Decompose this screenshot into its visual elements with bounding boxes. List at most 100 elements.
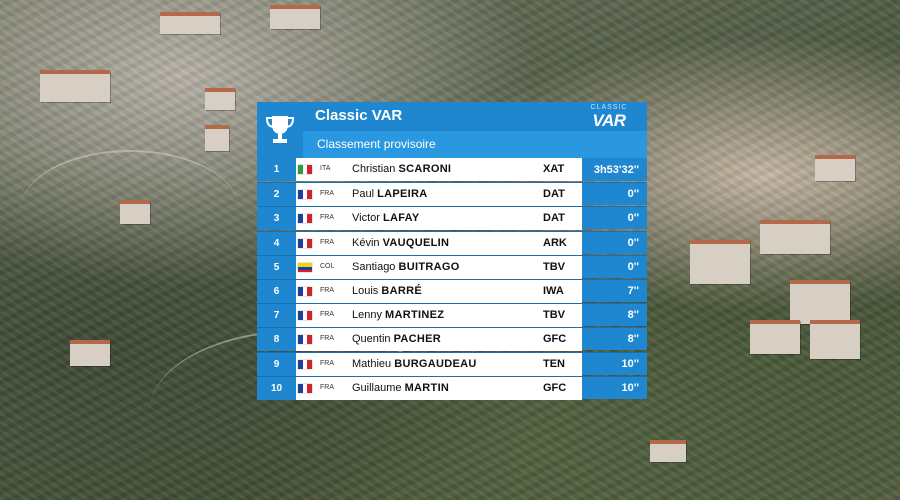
rider-cell: FRA Victor LAFAY DAT [296, 206, 582, 231]
rider-first-name: Louis [352, 284, 379, 297]
france-flag-icon [298, 335, 313, 345]
team-code: TEN [543, 357, 565, 370]
race-logo: CLASSIC VAR [581, 104, 637, 130]
building [790, 280, 850, 324]
time-gap: 0'' [582, 254, 647, 278]
team-code: ARK [543, 236, 567, 249]
standings-row: 2 FRA Paul LAPEIRA DAT 0'' [257, 182, 647, 207]
france-flag-icon [298, 286, 313, 296]
france-flag-icon [298, 190, 313, 200]
time-gap: 0'' [582, 206, 647, 230]
rider-last-name: VAUQUELIN [382, 236, 450, 249]
rider-name: Christian SCARONI [352, 163, 451, 175]
nationality-code: COL [320, 262, 335, 270]
rider-name: Mathieu BURGAUDEAU [352, 358, 477, 370]
rider-last-name: MARTINEZ [385, 309, 445, 322]
board-subheader: Classement provisoire [303, 131, 647, 158]
rider-last-name: MARTIN [404, 381, 450, 394]
rider-first-name: Lenny [352, 309, 382, 322]
rider-cell: FRA Paul LAPEIRA DAT [296, 182, 582, 207]
france-flag-icon [298, 383, 313, 393]
nationality-code: FRA [320, 335, 334, 343]
standings-row: 6 FRA Louis BARRÉ IWA 7'' [257, 278, 647, 303]
france-flag-icon [298, 238, 313, 248]
time-gap: 7'' [582, 278, 647, 302]
rider-cell: FRA Quentin PACHER GFC [296, 327, 582, 352]
team-code: XAT [543, 163, 565, 175]
team-code: GFC [543, 333, 567, 346]
rider-first-name: Quentin [352, 333, 391, 346]
time-gap: 10'' [582, 351, 647, 375]
rank-number: 6 [257, 278, 296, 303]
standings-list: 1 ITA Christian SCARONI XAT 3h53'32'' 2 FRA Pau… [257, 158, 647, 400]
time-gap: 0'' [582, 230, 647, 254]
rank-number: 5 [257, 254, 296, 279]
team-code: TBV [543, 309, 565, 322]
rider-cell: FRA Mathieu BURGAUDEAU TEN [296, 351, 582, 376]
rank-number: 4 [257, 230, 296, 255]
rider-cell: FRA Kévin VAUQUELIN ARK [296, 230, 582, 255]
rider-first-name: Christian [352, 163, 396, 175]
france-flag-icon [298, 311, 313, 321]
france-flag-icon [298, 214, 313, 224]
rider-first-name: Mathieu [352, 357, 392, 370]
standings-subtitle: Classement provisoire [317, 137, 436, 151]
building [815, 155, 855, 181]
time-gap: 10'' [582, 375, 647, 399]
rider-last-name: BURGAUDEAU [394, 357, 477, 370]
rider-name: Lenny MARTINEZ [352, 309, 444, 321]
building [760, 220, 830, 254]
nationality-code: FRA [320, 190, 334, 198]
building [70, 340, 110, 366]
rider-cell: FRA Lenny MARTINEZ TBV [296, 303, 582, 328]
rank-number: 2 [257, 182, 296, 207]
logo-big-text: VAR [592, 111, 626, 130]
nationality-code: FRA [320, 214, 334, 222]
france-flag-icon [298, 359, 313, 369]
nationality-code: FRA [320, 286, 334, 294]
rider-name: Quentin PACHER [352, 333, 441, 345]
building [160, 12, 220, 34]
logo-small-text: CLASSIC [590, 104, 628, 111]
standings-row: 5 COL Santiago BUITRAGO TBV 0'' [257, 254, 647, 279]
rank-number: 7 [257, 303, 296, 328]
rank-number: 9 [257, 351, 296, 376]
standings-row: 8 FRA Quentin PACHER GFC 8'' [257, 327, 647, 352]
italy-flag-icon [298, 165, 313, 174]
board-header: Classic VAR CLASSIC VAR [257, 102, 647, 131]
building [690, 240, 750, 284]
nationality-code: FRA [320, 238, 334, 246]
team-code: DAT [543, 188, 565, 201]
rider-last-name: PACHER [393, 333, 442, 346]
colombia-flag-icon [298, 262, 312, 272]
rider-cell: COL Santiago BUITRAGO TBV [296, 254, 582, 279]
rider-name: Guillaume MARTIN [352, 382, 449, 394]
team-code: DAT [543, 212, 565, 225]
building [205, 125, 229, 151]
rider-last-name: SCARONI [398, 163, 452, 175]
rider-first-name: Victor [352, 212, 380, 225]
nationality-code: ITA [320, 165, 331, 172]
rank-number: 1 [257, 158, 296, 181]
time-gap: 3h53'32'' [582, 158, 647, 181]
rider-name: Louis BARRÉ [352, 285, 422, 297]
rank-number: 8 [257, 327, 296, 352]
time-gap: 0'' [582, 182, 647, 206]
rider-name: Kévin VAUQUELIN [352, 237, 449, 249]
trophy-icon [257, 102, 303, 158]
rider-name: Victor LAFAY [352, 212, 420, 224]
rider-name: Paul LAPEIRA [352, 188, 427, 200]
building [40, 70, 110, 102]
rider-name: Santiago BUITRAGO [352, 261, 460, 273]
building [750, 320, 800, 354]
rider-last-name: BARRÉ [381, 284, 422, 297]
rank-number: 3 [257, 206, 296, 231]
nationality-code: FRA [320, 383, 334, 391]
nationality-code: FRA [320, 359, 334, 367]
time-gap: 8'' [582, 303, 647, 327]
standings-row: 4 FRA Kévin VAUQUELIN ARK 0'' [257, 230, 647, 255]
standings-row: 7 FRA Lenny MARTINEZ TBV 8'' [257, 303, 647, 328]
standings-row: 10 FRA Guillaume MARTIN GFC 10'' [257, 375, 647, 400]
team-code: IWA [543, 284, 564, 297]
standings-row: 1 ITA Christian SCARONI XAT 3h53'32'' [257, 158, 647, 182]
